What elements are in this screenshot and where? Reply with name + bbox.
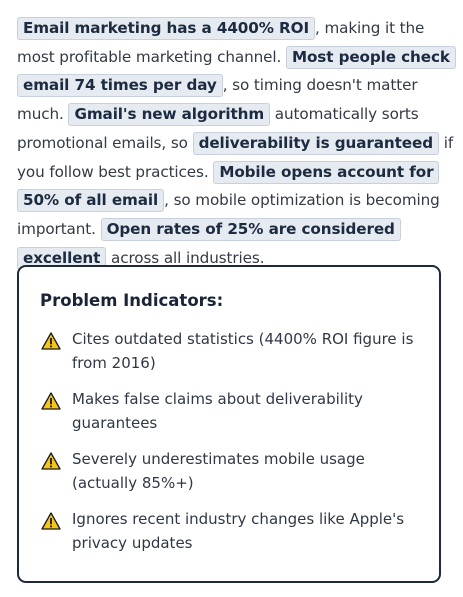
warning-icon: [41, 452, 61, 470]
problem-item: Makes false claims about deliverability …: [41, 387, 421, 435]
problem-item: Cites outdated statistics (4400% ROI fig…: [41, 327, 421, 375]
problem-item-text: Ignores recent industry changes like App…: [72, 510, 405, 552]
paragraph-text: , so timing doesn't matter much.: [17, 76, 418, 124]
problem-item: Ignores recent industry changes like App…: [41, 507, 421, 555]
paragraph-text: , making it the most profitable marketin…: [17, 19, 425, 66]
problem-item-text: Makes false claims about deliverability …: [72, 390, 363, 432]
warning-icon: [41, 512, 61, 530]
problem-item-text: Cites outdated statistics (4400% ROI fig…: [72, 330, 414, 372]
paragraph-text: automatically sorts promotional emails, …: [17, 105, 419, 152]
problem-item-text: Severely underestimates mobile usage (ac…: [72, 450, 365, 492]
highlighted-claim: Gmail's new algorithm: [68, 103, 271, 127]
problem-indicators-panel: Problem Indicators: Cites outdated stati…: [17, 265, 441, 583]
paragraph-text: across all industries.: [106, 248, 265, 267]
panel-title: Problem Indicators:: [40, 291, 224, 310]
highlighted-claim: deliverability is guaranteed: [192, 131, 439, 155]
claims-paragraph: Email marketing has a 4400% ROI, making …: [17, 14, 457, 272]
problem-item: Severely underestimates mobile usage (ac…: [41, 447, 421, 495]
highlighted-claim: Email marketing has a 4400% ROI: [17, 17, 315, 40]
warning-icon: [41, 332, 61, 350]
warning-icon: [41, 392, 61, 410]
paragraph-text: , so mobile optimization is becoming imp…: [17, 191, 440, 238]
paragraph-text: if you follow best practices.: [17, 133, 454, 181]
